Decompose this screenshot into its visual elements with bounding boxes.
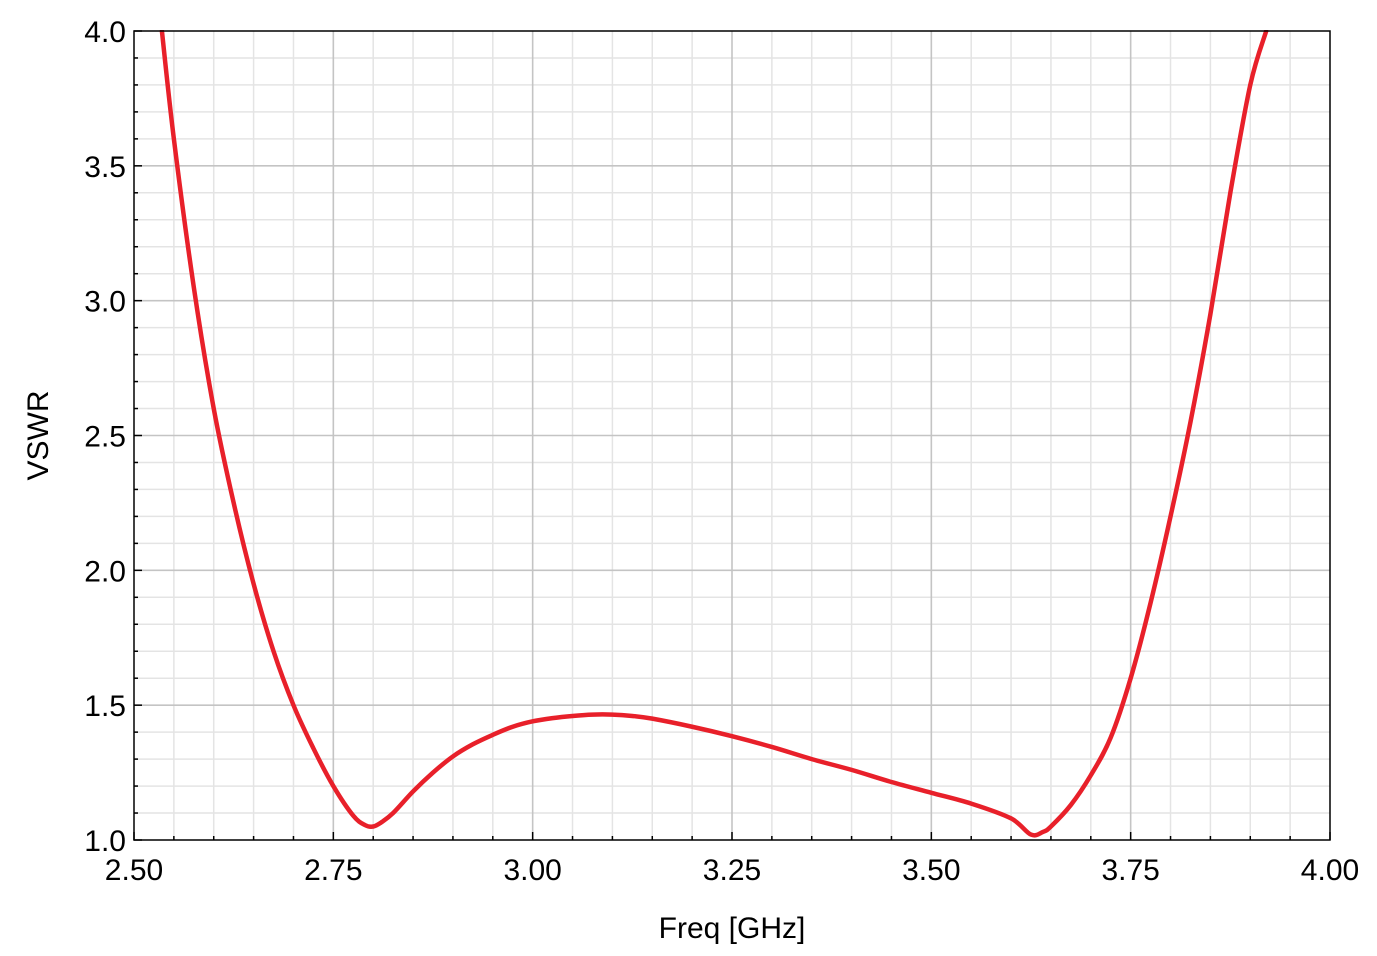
y-tick-label: 1.0 [84, 825, 126, 858]
y-tick-label: 4.0 [84, 16, 126, 49]
y-tick-label: 3.5 [84, 151, 126, 184]
series-line-0 [159, 30, 1269, 838]
series-layer [159, 30, 1269, 838]
y-tick-label: 2.5 [84, 421, 126, 454]
x-axis-tick-labels: 2.50 2.75 3.00 3.25 3.50 3.75 4.00 [105, 854, 1359, 887]
y-tick-label: 2.0 [84, 555, 126, 588]
x-tick-label: 2.75 [304, 854, 362, 887]
x-axis-label: Freq [GHz] [659, 912, 806, 945]
x-tick-label: 3.75 [1101, 854, 1159, 887]
y-axis-label: VSWR [22, 391, 55, 481]
major-gridlines [134, 31, 1330, 840]
x-tick-label: 3.25 [703, 854, 761, 887]
x-tick-label: 2.50 [105, 854, 163, 887]
x-tick-label: 3.00 [503, 854, 561, 887]
axis-ticks [133, 30, 1331, 841]
x-tick-label: 3.50 [902, 854, 960, 887]
y-tick-label: 1.5 [84, 690, 126, 723]
x-tick-label: 4.00 [1301, 854, 1359, 887]
y-axis-tick-labels: 1.0 1.5 2.0 2.5 3.0 3.5 4.0 [84, 16, 126, 858]
y-tick-label: 3.0 [84, 286, 126, 319]
